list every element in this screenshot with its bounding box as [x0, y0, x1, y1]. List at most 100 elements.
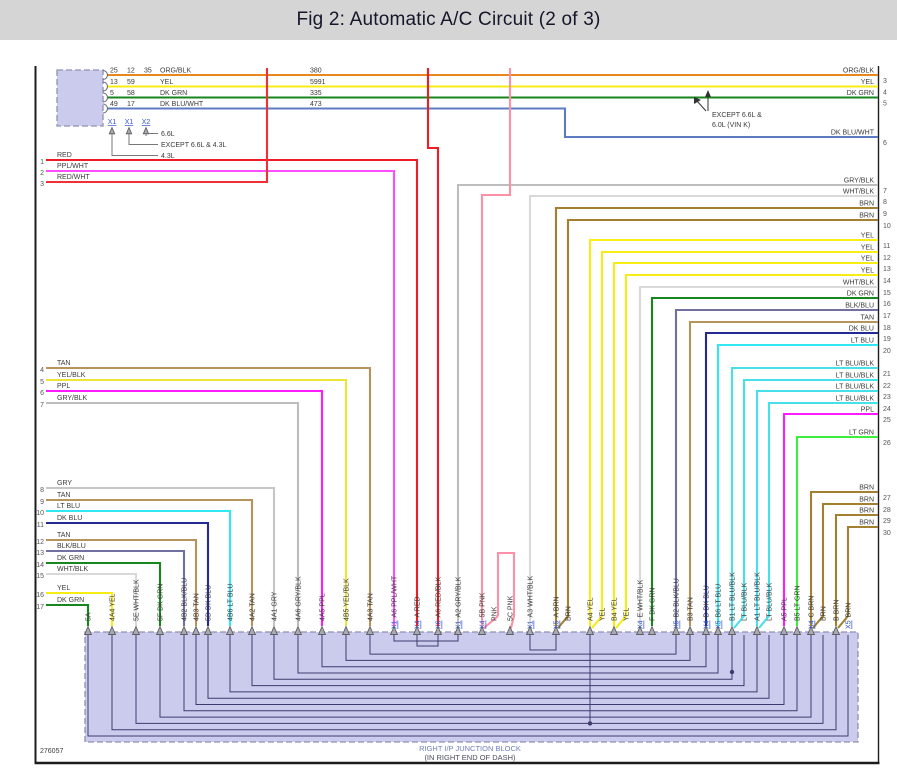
wire-color-label: RED/WHT	[57, 174, 90, 181]
wire-color-label: TAN	[861, 315, 874, 322]
terminal-number: 15	[883, 290, 891, 297]
wire-color-label: BRN	[859, 485, 874, 492]
junction-block: RIGHT I/P JUNCTION BLOCK(IN RIGHT END OF…	[84, 631, 859, 762]
pin-label: 4A1 GRY	[272, 591, 279, 621]
pin-label: X5BRN	[846, 603, 853, 629]
wire-color-label: DK BLU/WHT	[831, 130, 875, 137]
terminal-number: 10	[883, 223, 891, 230]
pin-label: PNK	[492, 606, 499, 621]
terminal-number: 5	[883, 101, 887, 108]
wire-color-label: LT BLU/BLK	[836, 384, 875, 391]
pin-arrow-icon	[647, 625, 657, 635]
wire-dk-grn	[46, 561, 162, 626]
wire-lt-blu-blk	[758, 401, 878, 629]
pin-label: 5A	[86, 612, 93, 621]
connector-arc-icon	[102, 92, 108, 103]
wire-color-label: PPL	[861, 407, 874, 414]
terminal-number: 8	[883, 199, 887, 206]
pin-arrow-icon	[713, 625, 723, 635]
terminal-number: 24	[883, 406, 891, 413]
terminal-number: 14	[883, 278, 891, 285]
pin-label: X6A6 RED/BLK	[436, 577, 443, 629]
bus-line	[321, 635, 707, 668]
pin-arrow-icon	[179, 625, 189, 635]
terminal-number: 6	[40, 390, 44, 397]
wire-lt-blu	[46, 509, 232, 626]
wire-color-label: PPL	[57, 383, 70, 390]
connector-arc-icon	[102, 103, 108, 114]
pin-number: 13	[110, 79, 118, 86]
pin-arrow-icon	[131, 625, 141, 635]
pin-arrow-icon	[525, 625, 535, 635]
pin-label: 4A4 YEL	[110, 593, 117, 621]
bus-line	[529, 635, 557, 651]
wire-color-label: DK BLU	[57, 515, 82, 522]
pin-label: X4A RED	[415, 596, 422, 629]
pin-arrow-icon	[203, 625, 213, 635]
pin-label: LT BLU/BLK	[767, 582, 774, 621]
pin-arrow-icon	[125, 126, 133, 135]
pin-arrow-icon	[477, 625, 487, 635]
engine-note: EXCEPT 6.6L &	[712, 112, 762, 119]
bus-line	[159, 635, 812, 718]
pin-arrow-icon	[269, 625, 279, 635]
bus-junction-dot	[587, 721, 593, 726]
pin-label: BRN	[821, 606, 828, 621]
wire-brn	[554, 206, 878, 626]
circuit-number: 5991	[310, 79, 326, 86]
pin-label: A1 LT BLU/BLK	[755, 572, 762, 621]
pin-arrow-icon	[191, 625, 201, 635]
wire-lt-grn	[795, 435, 878, 626]
terminal-number: 16	[883, 301, 891, 308]
wire-color-label: WHT/BLK	[57, 566, 88, 573]
pin-arrow-icon	[505, 625, 515, 635]
engine-note: 6.0L (VIN K)	[712, 122, 750, 129]
pin-label: B BRN	[834, 600, 841, 621]
terminal-number: 20	[883, 348, 891, 355]
pin-label: LT BLU/BLK	[742, 582, 749, 621]
wire-dk-blu	[704, 331, 878, 626]
wire-color-label: LT GRN	[849, 430, 874, 437]
wire-lt-blu-blk	[730, 366, 878, 626]
pin-arrow-icon	[341, 625, 351, 635]
wire-tan	[46, 366, 372, 626]
wire-wht-blk	[528, 194, 878, 626]
connector-link: X1	[125, 119, 134, 126]
pin-label: 4B6 LT BLU	[228, 584, 235, 622]
arrow-up-icon	[705, 90, 711, 97]
terminal-number: 4	[883, 90, 887, 97]
junction-buses	[87, 635, 849, 737]
wire-red-blk	[426, 68, 440, 626]
terminal-number: 4	[40, 367, 44, 374]
pin-label: 4B3 TAN	[194, 593, 201, 621]
wire-pnk	[496, 551, 516, 629]
wire-dk-grn	[650, 296, 878, 626]
pin-label: X45B PNK	[480, 592, 487, 629]
wire-color-label: LT BLU/BLK	[836, 373, 875, 380]
terminal-number: 18	[883, 325, 891, 332]
wire-color-label: GRY	[57, 480, 72, 487]
pin-label: X1A3 WHT/BLK	[528, 575, 535, 629]
wire-ppl	[782, 412, 878, 626]
pin-number: 12	[127, 68, 135, 75]
wire-tan	[46, 498, 254, 626]
wire-dk-blu	[46, 521, 210, 626]
wire-color-label: BLK/BLU	[57, 543, 86, 550]
pin-arrow-icon	[727, 625, 737, 635]
terminal-number: 16	[36, 592, 44, 599]
pin-label: X4D DK BLU	[704, 585, 711, 629]
title-bar: Fig 2: Automatic A/C Circuit (2 of 3)	[0, 0, 897, 40]
bus-junction-dot	[729, 669, 735, 675]
terminal-number: 6	[883, 140, 887, 147]
pin-label: 5E WHT/BLK	[134, 579, 141, 621]
wire-color-label: ORG/BLK	[843, 68, 874, 75]
note-leader	[145, 133, 158, 134]
pin-number: 5	[110, 90, 114, 97]
wire-color-label: GRY/BLK	[844, 178, 875, 185]
wire-color-label: DK GRN	[57, 555, 84, 562]
connector-arc-icon	[102, 81, 108, 92]
pin-label: 4B5 YEL/BLK	[344, 578, 351, 621]
wire-color-label: DK GRN	[57, 597, 84, 604]
wire-color-label: TAN	[57, 360, 70, 367]
